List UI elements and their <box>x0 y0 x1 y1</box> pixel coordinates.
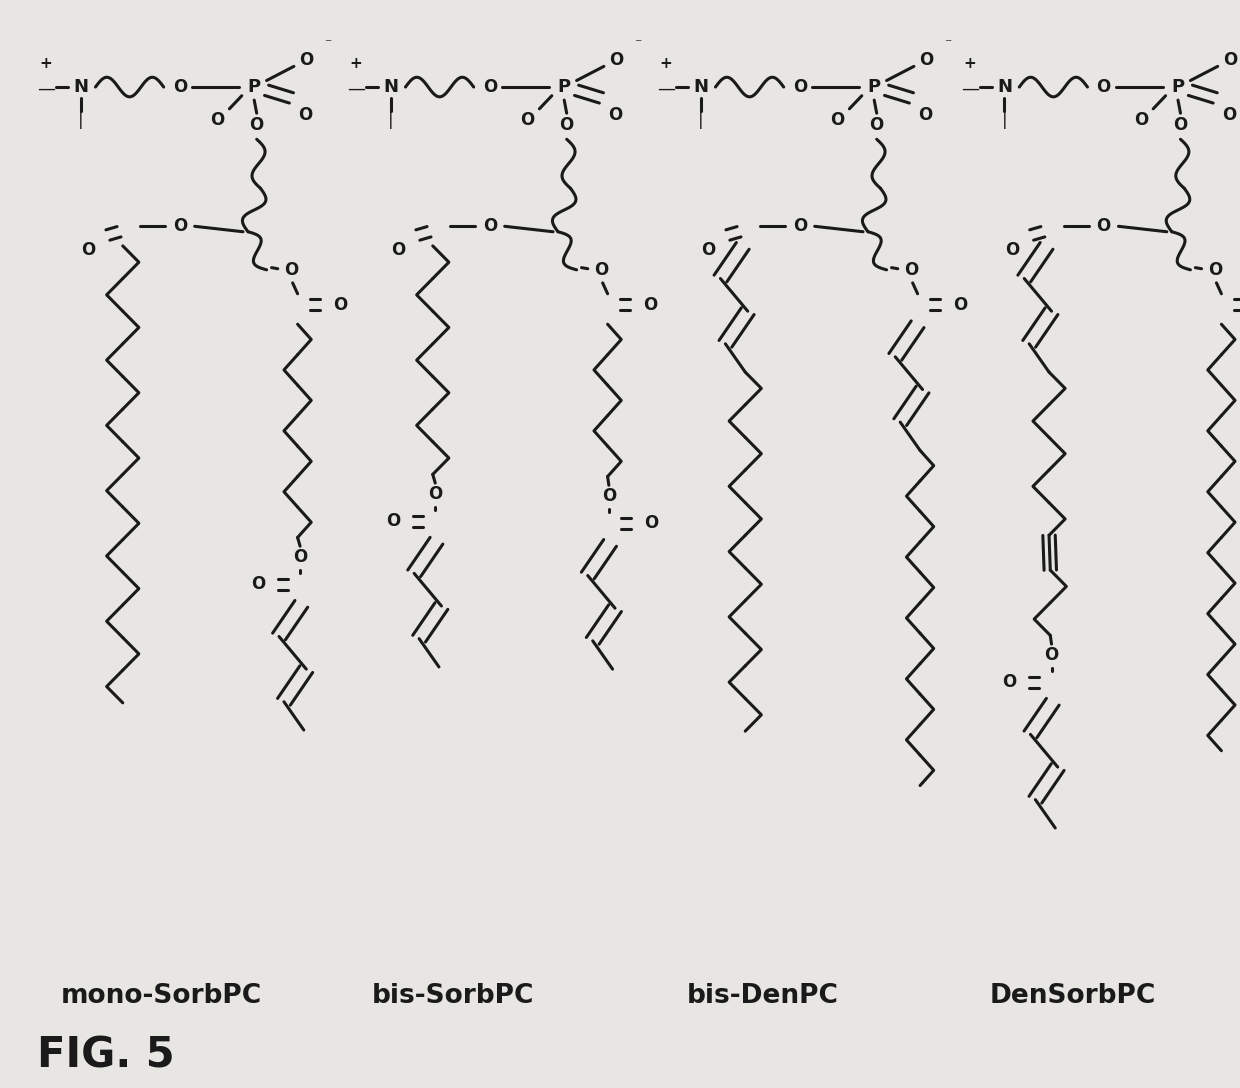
Text: O: O <box>284 261 299 279</box>
Text: +: + <box>660 55 672 71</box>
Text: O: O <box>172 78 187 96</box>
Text: O: O <box>386 512 401 530</box>
Text: —: — <box>37 81 55 98</box>
Text: P: P <box>558 78 570 96</box>
Text: N: N <box>693 78 708 96</box>
Text: O: O <box>1208 261 1223 279</box>
Text: O: O <box>792 218 807 235</box>
Text: O: O <box>608 107 622 124</box>
Text: O: O <box>904 261 919 279</box>
Text: —: — <box>657 81 675 98</box>
Text: FIG. 5: FIG. 5 <box>37 1035 175 1076</box>
Text: —: — <box>961 81 978 98</box>
Text: P: P <box>868 78 880 96</box>
Text: P: P <box>248 78 260 96</box>
Text: |: | <box>388 111 393 128</box>
Text: O: O <box>249 116 264 134</box>
Text: O: O <box>609 51 624 69</box>
Text: O: O <box>1096 218 1111 235</box>
Text: |: | <box>78 111 83 128</box>
Text: O: O <box>1096 78 1111 96</box>
Text: O: O <box>1223 51 1238 69</box>
Text: O: O <box>391 242 405 259</box>
Text: —: — <box>347 81 365 98</box>
Text: O: O <box>293 548 308 566</box>
Text: N: N <box>73 78 88 96</box>
Text: O: O <box>1044 646 1059 664</box>
Text: O: O <box>1002 673 1017 691</box>
Text: |: | <box>698 111 703 128</box>
Text: O: O <box>1221 107 1236 124</box>
Text: O: O <box>1133 111 1148 128</box>
Text: O: O <box>869 116 884 134</box>
Text: O: O <box>81 242 95 259</box>
Text: O: O <box>792 78 807 96</box>
Text: O: O <box>428 485 443 503</box>
Text: O: O <box>482 218 497 235</box>
Text: O: O <box>299 51 314 69</box>
Text: O: O <box>559 116 574 134</box>
Text: |: | <box>1002 111 1007 128</box>
Text: ⁻: ⁻ <box>634 38 641 51</box>
Text: O: O <box>210 111 224 128</box>
Text: O: O <box>1173 116 1188 134</box>
Text: P: P <box>1172 78 1184 96</box>
Text: O: O <box>642 296 657 313</box>
Text: +: + <box>963 55 976 71</box>
Text: O: O <box>482 78 497 96</box>
Text: ⁻: ⁻ <box>324 38 331 51</box>
Text: N: N <box>383 78 398 96</box>
Text: O: O <box>918 107 932 124</box>
Text: N: N <box>997 78 1012 96</box>
Text: O: O <box>172 218 187 235</box>
Text: O: O <box>601 487 616 505</box>
Text: ⁻: ⁻ <box>944 38 951 51</box>
Text: O: O <box>701 242 715 259</box>
Text: O: O <box>250 576 265 593</box>
Text: O: O <box>952 296 967 313</box>
Text: DenSorbPC: DenSorbPC <box>990 982 1156 1009</box>
Text: mono-SorbPC: mono-SorbPC <box>61 982 262 1009</box>
Text: O: O <box>594 261 609 279</box>
Text: O: O <box>1004 242 1019 259</box>
Text: O: O <box>520 111 534 128</box>
Text: bis-DenPC: bis-DenPC <box>687 982 838 1009</box>
Text: O: O <box>298 107 312 124</box>
Text: O: O <box>644 515 658 532</box>
Text: O: O <box>830 111 844 128</box>
Text: O: O <box>332 296 347 313</box>
Text: +: + <box>40 55 52 71</box>
Text: +: + <box>350 55 362 71</box>
Text: bis-SorbPC: bis-SorbPC <box>372 982 533 1009</box>
Text: O: O <box>919 51 934 69</box>
